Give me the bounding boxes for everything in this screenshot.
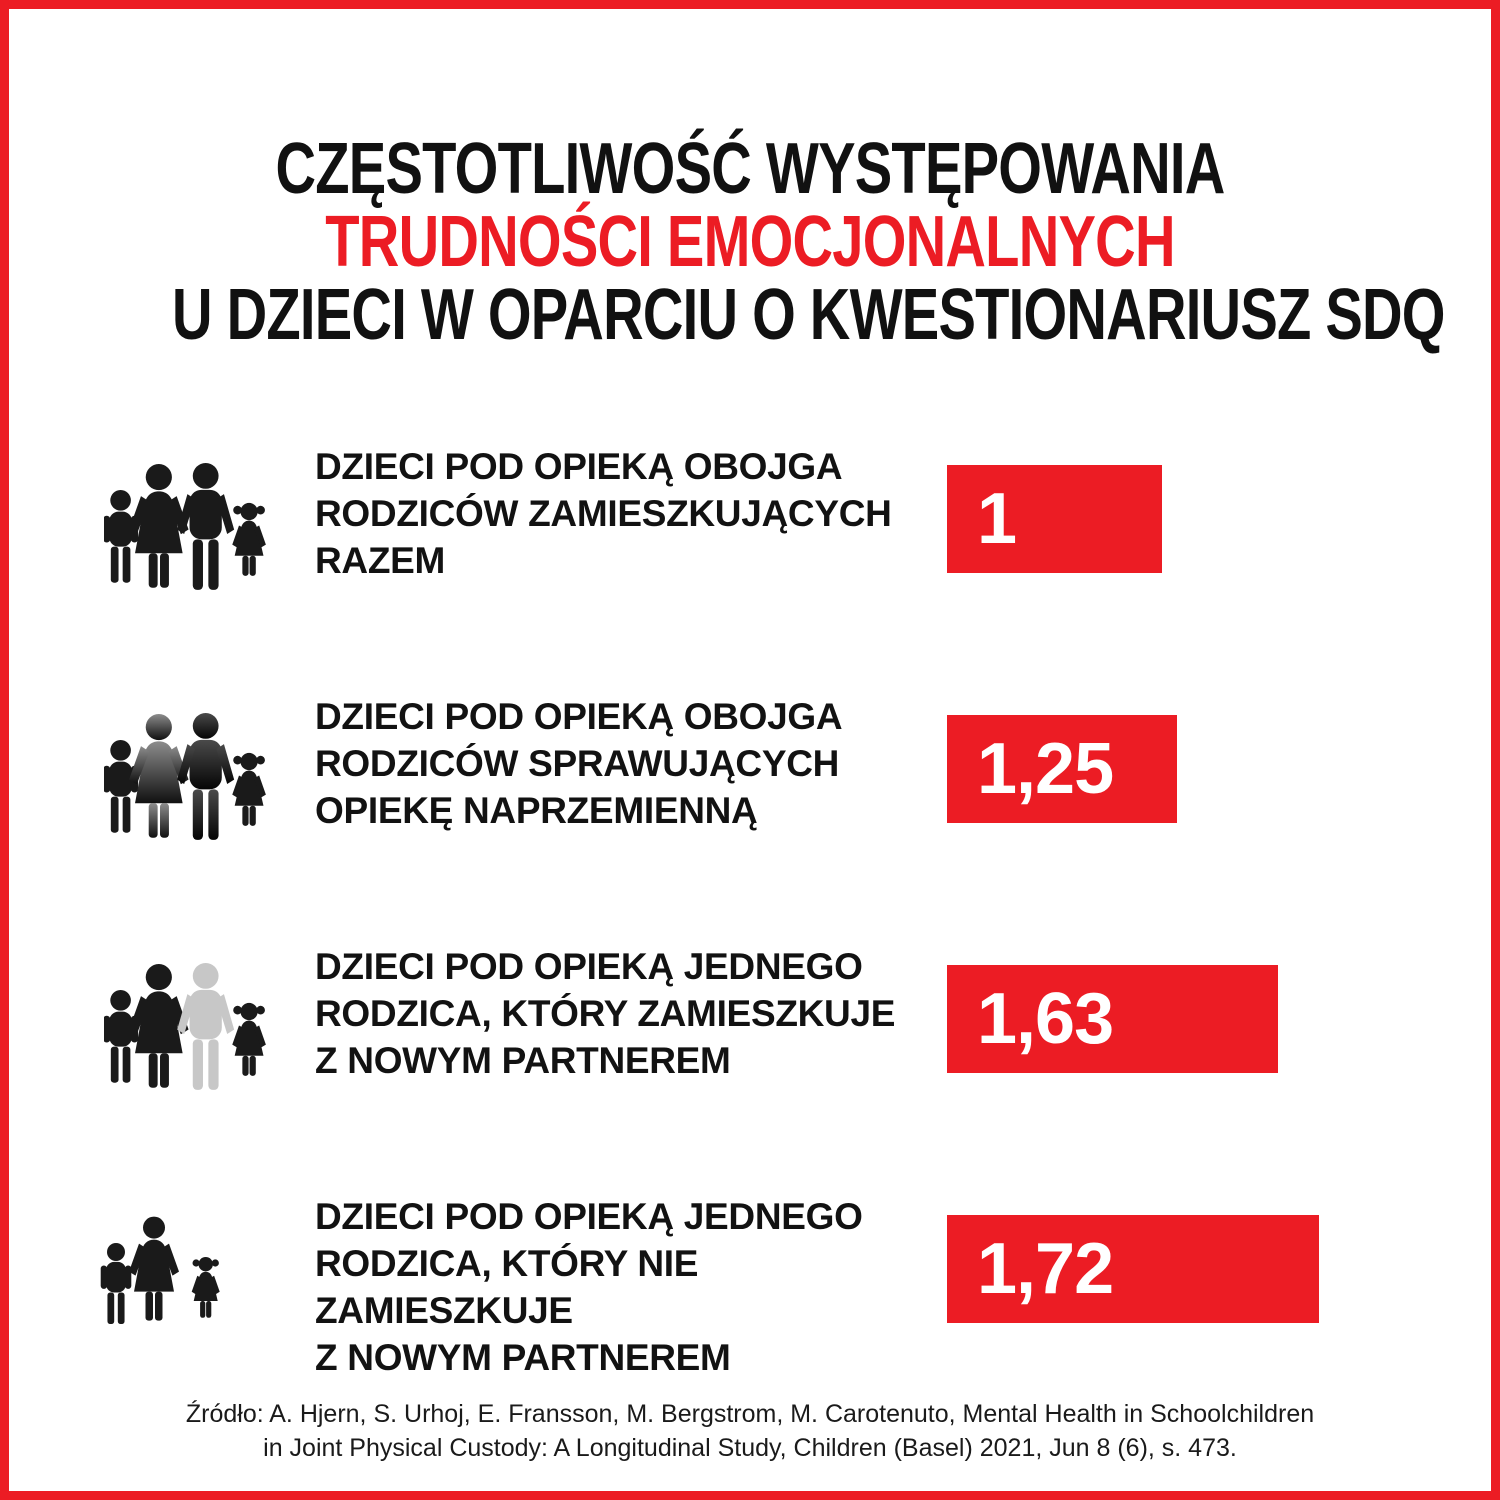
girl-figure — [232, 752, 266, 826]
boy-figure — [103, 490, 139, 583]
category-label-line: Z NOWYM PARTNEREM — [315, 1040, 731, 1081]
category-label-line: RODZICA, KTÓRY ZAMIESZKUJE — [315, 993, 896, 1034]
category-label-line: DZIECI POD OPIEKĄ JEDNEGO — [315, 946, 863, 987]
category-label-line: RAZEM — [315, 540, 446, 581]
title-line-1: CZĘSTOTLIWOŚĆ WYSTĘPOWANIA — [275, 129, 1225, 209]
title-line-3: U DZIECI W OPARCIU O KWESTIONARIUSZ SDQ — [172, 275, 1445, 355]
man-figure — [177, 963, 235, 1090]
boy-figure — [100, 1243, 132, 1324]
category-label-line: DZIECI POD OPIEKĄ OBOJGA — [315, 446, 843, 487]
source-citation: Źródło: A. Hjern, S. Urhoj, E. Fransson,… — [9, 1397, 1491, 1465]
boy-figure — [103, 740, 139, 833]
category-label: DZIECI POD OPIEKĄ OBOJGA RODZICÓW ZAMIES… — [315, 443, 925, 584]
title-line-2: TRUDNOŚCI EMOCJONALNYCH — [325, 202, 1175, 282]
category-label-line: OPIEKĘ NAPRZEMIENNĄ — [315, 790, 758, 831]
category-label-line: RODZICÓW SPRAWUJĄCYCH — [315, 743, 840, 784]
family-icon-single-parent-new-partner — [103, 957, 279, 1097]
girl-figure — [232, 1002, 266, 1076]
source-line: Źródło: A. Hjern, S. Urhoj, E. Fransson,… — [185, 1400, 1315, 1428]
man-figure — [177, 463, 235, 590]
bar-value-label: 1 — [977, 479, 1017, 559]
family-icon-two-parents-together — [103, 457, 279, 597]
category-label-line: RODZICÓW ZAMIESZKUJĄCYCH — [315, 493, 892, 534]
chart-row-alternating-custody: DZIECI POD OPIEKĄ OBOJGA RODZICÓW SPRAWU… — [9, 696, 1491, 869]
family-icon-single-parent-alone — [97, 1199, 237, 1334]
category-label-line: DZIECI POD OPIEKĄ OBOJGA — [315, 696, 843, 737]
family-icon-alternating-custody — [103, 707, 279, 847]
girl-figure — [191, 1257, 220, 1318]
chart-row-both-parents-together: DZIECI POD OPIEKĄ OBOJGA RODZICÓW ZAMIES… — [9, 446, 1491, 619]
chart-row-single-parent-new-partner: DZIECI POD OPIEKĄ JEDNEGO RODZICA, KTÓRY… — [9, 946, 1491, 1119]
value-bar: 1 — [947, 465, 1162, 573]
woman-figure — [129, 964, 189, 1088]
girl-figure — [232, 502, 266, 576]
chart-title: CZĘSTOTLIWOŚĆ WYSTĘPOWANIA TRUDNOŚCI EMO… — [9, 133, 1491, 352]
bar-value-label: 1,63 — [977, 979, 1114, 1059]
category-label-line: Z NOWYM PARTNEREM — [315, 1337, 731, 1378]
category-label: DZIECI POD OPIEKĄ JEDNEGO RODZICA, KTÓRY… — [315, 943, 925, 1084]
boy-figure — [103, 990, 139, 1083]
bar-value-label: 1,72 — [977, 1229, 1114, 1309]
value-bar: 1,25 — [947, 715, 1177, 823]
category-label-line: RODZICA, KTÓRY NIE ZAMIESZKUJE — [315, 1243, 699, 1331]
woman-figure — [129, 714, 189, 838]
woman-figure — [129, 1216, 179, 1321]
source-line: in Joint Physical Custody: A Longitudina… — [263, 1434, 1237, 1462]
category-label: DZIECI POD OPIEKĄ OBOJGA RODZICÓW SPRAWU… — [315, 693, 925, 834]
category-label: DZIECI POD OPIEKĄ JEDNEGO RODZICA, KTÓRY… — [315, 1193, 925, 1381]
woman-figure — [129, 464, 189, 588]
chart-row-single-parent-alone: DZIECI POD OPIEKĄ JEDNEGO RODZICA, KTÓRY… — [9, 1196, 1491, 1378]
value-bar: 1,72 — [947, 1215, 1319, 1323]
bar-value-label: 1,25 — [977, 729, 1114, 809]
category-label-line: DZIECI POD OPIEKĄ JEDNEGO — [315, 1196, 863, 1237]
value-bar: 1,63 — [947, 965, 1278, 1073]
man-figure — [177, 713, 235, 840]
